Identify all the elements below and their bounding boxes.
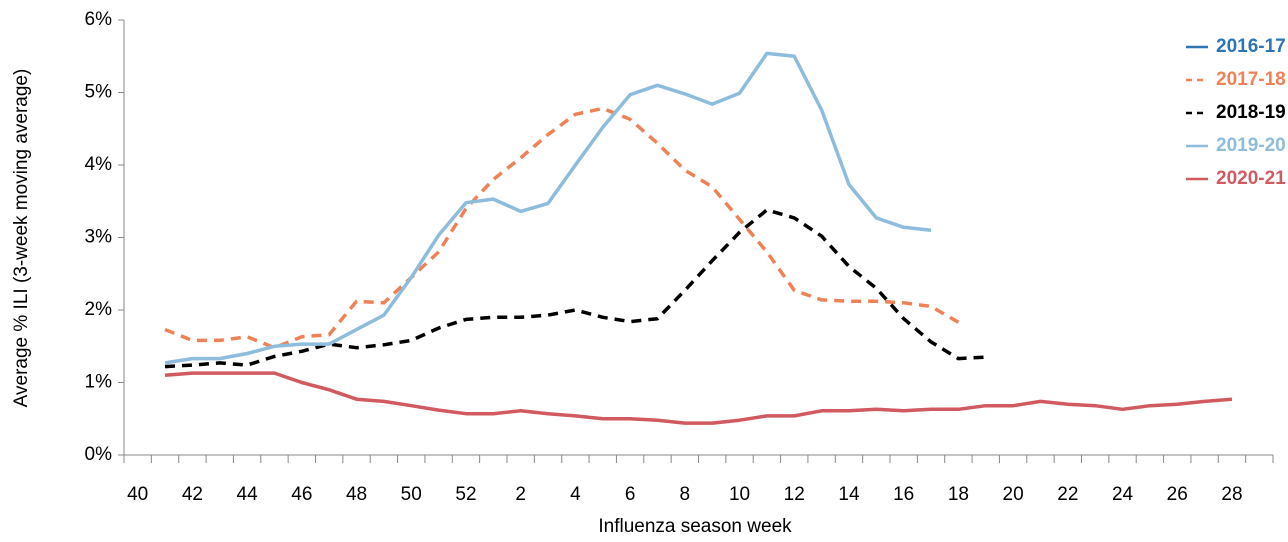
x-tick-label: 24 — [1112, 484, 1134, 505]
x-tick-label: 18 — [948, 484, 969, 505]
y-tick-label: 6% — [85, 9, 113, 30]
y-tick-label: 2% — [85, 299, 113, 320]
x-tick-label: 6 — [625, 484, 636, 505]
legend-label: 2020-21 — [1216, 168, 1286, 189]
x-tick-label: 4 — [570, 484, 581, 505]
series-line — [164, 51, 932, 365]
x-tick-label: 16 — [893, 484, 914, 505]
y-tick-label: 5% — [85, 82, 113, 103]
y-tick-label: 0% — [85, 444, 113, 465]
x-tick-label: 28 — [1221, 484, 1242, 505]
series-line — [164, 106, 960, 350]
x-tick-label: 22 — [1057, 484, 1078, 505]
legend-label: 2016-17 — [1216, 36, 1286, 57]
x-tick-label: 40 — [127, 484, 148, 505]
legend-label: 2018-19 — [1216, 102, 1286, 123]
y-tick-label: 4% — [85, 154, 113, 175]
legend-label: 2019-20 — [1216, 135, 1286, 156]
x-tick-label: 42 — [182, 484, 203, 505]
x-tick-label: 52 — [455, 484, 476, 505]
x-tick-label: 20 — [1003, 484, 1024, 505]
x-tick-label: 14 — [838, 484, 860, 505]
x-tick-label: 12 — [784, 484, 805, 505]
x-tick-label: 2 — [515, 484, 526, 505]
y-axis-label: Average % ILI (3-week moving average) — [11, 69, 32, 408]
x-tick-label: 26 — [1167, 484, 1188, 505]
x-tick-label: 50 — [401, 484, 422, 505]
x-tick-label: 48 — [346, 484, 367, 505]
series-line — [164, 371, 1233, 425]
x-tick-label: 46 — [291, 484, 312, 505]
y-tick-label: 3% — [85, 227, 113, 248]
legend-label: 2017-18 — [1216, 69, 1286, 90]
x-tick-label: 44 — [237, 484, 259, 505]
y-tick-label: 1% — [85, 372, 113, 393]
series-line — [164, 208, 986, 369]
x-tick-label: 10 — [729, 484, 750, 505]
x-tick-label: 8 — [680, 484, 691, 505]
x-axis-label: Influenza season week — [598, 516, 792, 537]
